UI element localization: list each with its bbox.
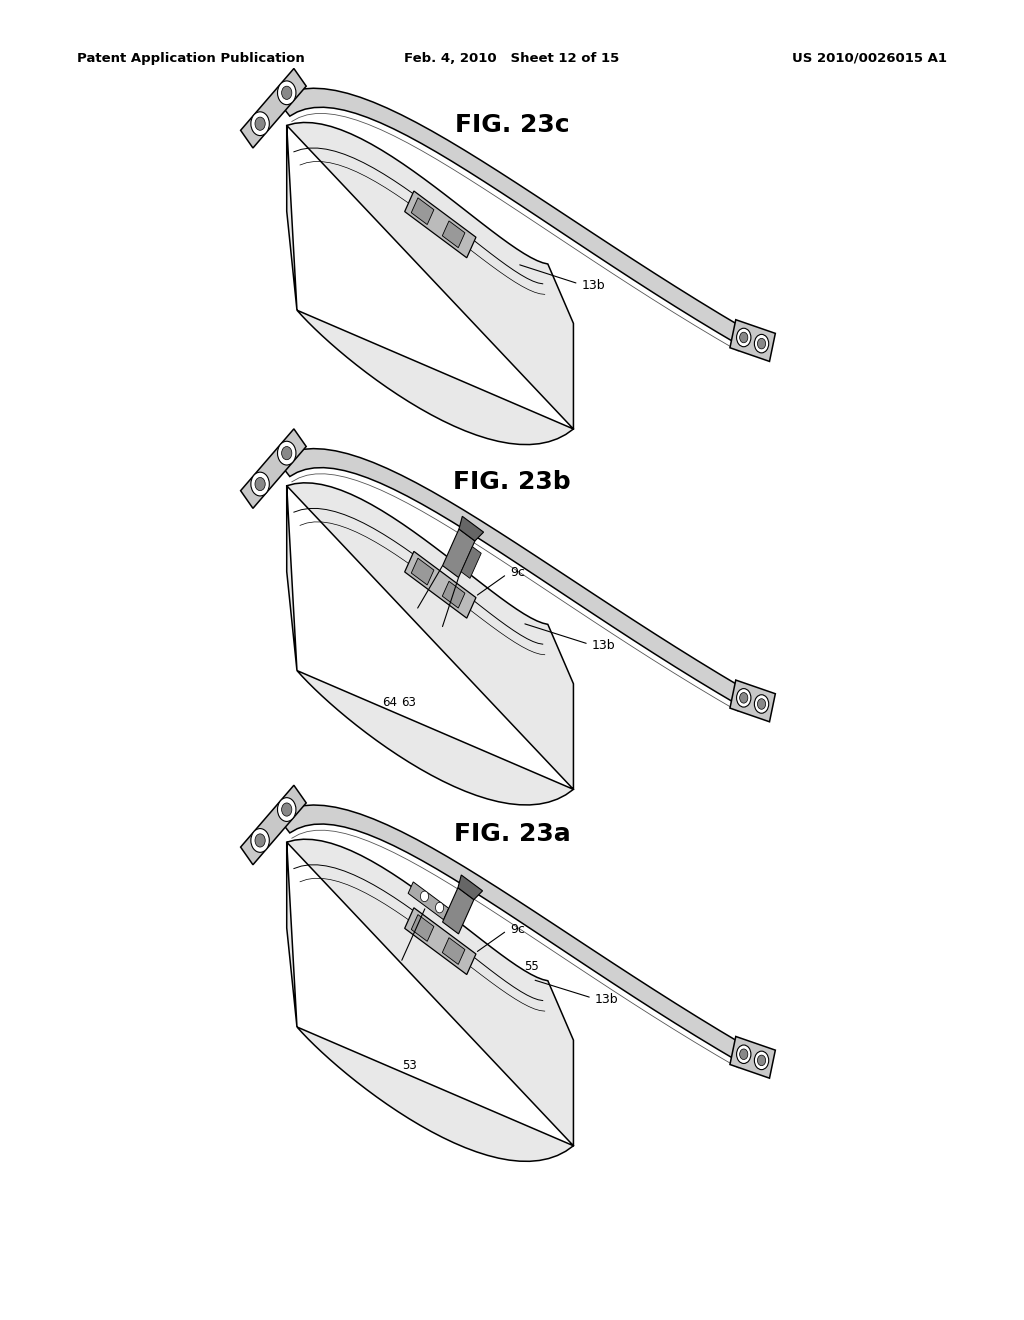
Polygon shape <box>442 581 465 609</box>
Polygon shape <box>442 888 474 935</box>
Circle shape <box>282 803 292 816</box>
Circle shape <box>739 333 748 343</box>
Text: 53: 53 <box>402 1059 417 1072</box>
Circle shape <box>251 112 269 136</box>
Circle shape <box>736 1045 751 1064</box>
Polygon shape <box>287 483 573 805</box>
Text: FIG. 23c: FIG. 23c <box>455 114 569 137</box>
Text: Patent Application Publication: Patent Application Publication <box>77 51 304 65</box>
Polygon shape <box>404 552 476 618</box>
Circle shape <box>758 698 766 709</box>
Circle shape <box>278 441 296 465</box>
Text: 9c: 9c <box>510 923 525 936</box>
Polygon shape <box>276 449 742 706</box>
Circle shape <box>251 473 269 496</box>
Polygon shape <box>241 69 306 148</box>
Circle shape <box>755 694 769 713</box>
Polygon shape <box>241 785 306 865</box>
Circle shape <box>739 693 748 704</box>
Polygon shape <box>461 546 481 578</box>
Text: 13b: 13b <box>595 993 618 1006</box>
Circle shape <box>421 891 429 902</box>
Circle shape <box>758 1055 766 1065</box>
Circle shape <box>736 329 751 347</box>
Circle shape <box>278 797 296 821</box>
Polygon shape <box>730 680 775 722</box>
Polygon shape <box>442 937 465 965</box>
Text: 13b: 13b <box>592 639 615 652</box>
Polygon shape <box>276 805 742 1063</box>
Polygon shape <box>412 915 434 941</box>
Polygon shape <box>458 875 482 900</box>
Text: 55: 55 <box>524 960 539 973</box>
Text: US 2010/0026015 A1: US 2010/0026015 A1 <box>793 51 947 65</box>
Circle shape <box>435 903 443 913</box>
Text: 9c: 9c <box>510 566 525 579</box>
Circle shape <box>758 338 766 348</box>
Polygon shape <box>730 1036 775 1078</box>
Polygon shape <box>276 88 742 346</box>
Polygon shape <box>404 191 476 257</box>
Circle shape <box>255 478 265 491</box>
Circle shape <box>282 86 292 99</box>
Polygon shape <box>412 558 434 585</box>
Polygon shape <box>404 908 476 974</box>
Text: FIG. 23a: FIG. 23a <box>454 822 570 846</box>
Polygon shape <box>442 529 475 577</box>
Circle shape <box>739 1049 748 1060</box>
Text: FIG. 23b: FIG. 23b <box>454 470 570 494</box>
Polygon shape <box>412 198 434 224</box>
Circle shape <box>755 1051 769 1069</box>
Circle shape <box>251 829 269 853</box>
Circle shape <box>255 117 265 131</box>
Polygon shape <box>287 123 573 445</box>
Text: 64: 64 <box>382 696 397 709</box>
Polygon shape <box>241 429 306 508</box>
Polygon shape <box>730 319 775 362</box>
Circle shape <box>278 81 296 104</box>
Text: Feb. 4, 2010   Sheet 12 of 15: Feb. 4, 2010 Sheet 12 of 15 <box>404 51 620 65</box>
Text: 13b: 13b <box>582 279 605 292</box>
Polygon shape <box>442 220 465 248</box>
Circle shape <box>736 689 751 708</box>
Polygon shape <box>459 516 483 541</box>
Polygon shape <box>287 840 573 1162</box>
Circle shape <box>255 834 265 847</box>
Text: 63: 63 <box>401 696 417 709</box>
Circle shape <box>282 446 292 459</box>
Polygon shape <box>409 882 449 920</box>
Circle shape <box>755 334 769 352</box>
